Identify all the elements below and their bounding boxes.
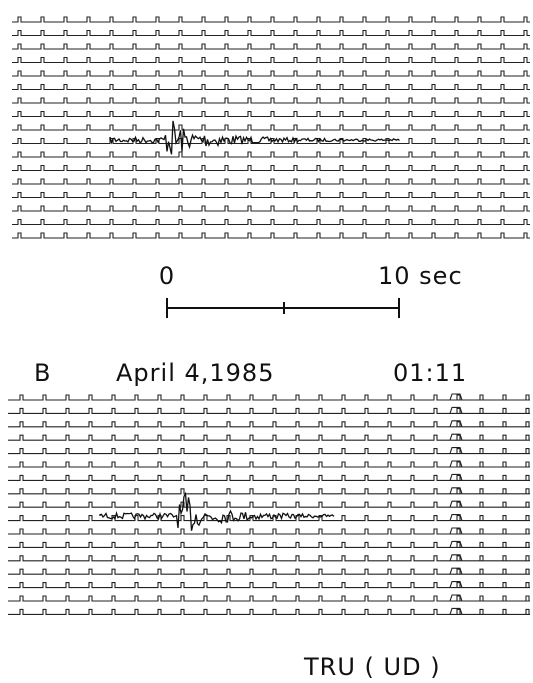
trace [12, 137, 530, 145]
trace [12, 97, 530, 104]
trace [12, 110, 530, 118]
scale-start: 0 [159, 262, 175, 290]
trace [12, 29, 530, 37]
trace [12, 124, 530, 131]
trace [8, 540, 530, 548]
trace [8, 460, 530, 468]
trace [8, 473, 530, 481]
trace [8, 527, 530, 535]
trace [8, 567, 530, 575]
trace [8, 594, 530, 602]
trace [12, 205, 530, 212]
seismogram-panel-a [12, 16, 530, 239]
trace [8, 514, 530, 522]
trace [8, 487, 530, 495]
trace [12, 16, 530, 23]
trace [8, 420, 530, 428]
trace [12, 43, 530, 50]
trace [8, 433, 530, 441]
trace [8, 500, 530, 508]
trace [8, 607, 530, 615]
trace [8, 581, 530, 589]
time-scale: 0 10 sec [159, 262, 463, 318]
panel-label: B [34, 359, 51, 387]
trace [12, 191, 530, 199]
trace [12, 56, 530, 64]
trace [8, 447, 530, 455]
trace [12, 232, 530, 239]
trace [8, 554, 530, 562]
seismogram-panel-b [8, 393, 530, 615]
trace [8, 406, 530, 414]
event-time: 01:11 [393, 359, 467, 387]
trace [12, 70, 530, 77]
trace [12, 151, 530, 158]
trace [8, 393, 530, 401]
trace [12, 218, 530, 226]
station-label: TRU ( UD ) [303, 653, 441, 681]
scale-end: 10 sec [378, 262, 463, 290]
event-date: April 4,1985 [116, 359, 274, 387]
trace [12, 178, 530, 185]
seismic-event [99, 491, 335, 531]
seismic-event [109, 120, 400, 155]
trace [12, 83, 530, 91]
trace [12, 164, 530, 172]
